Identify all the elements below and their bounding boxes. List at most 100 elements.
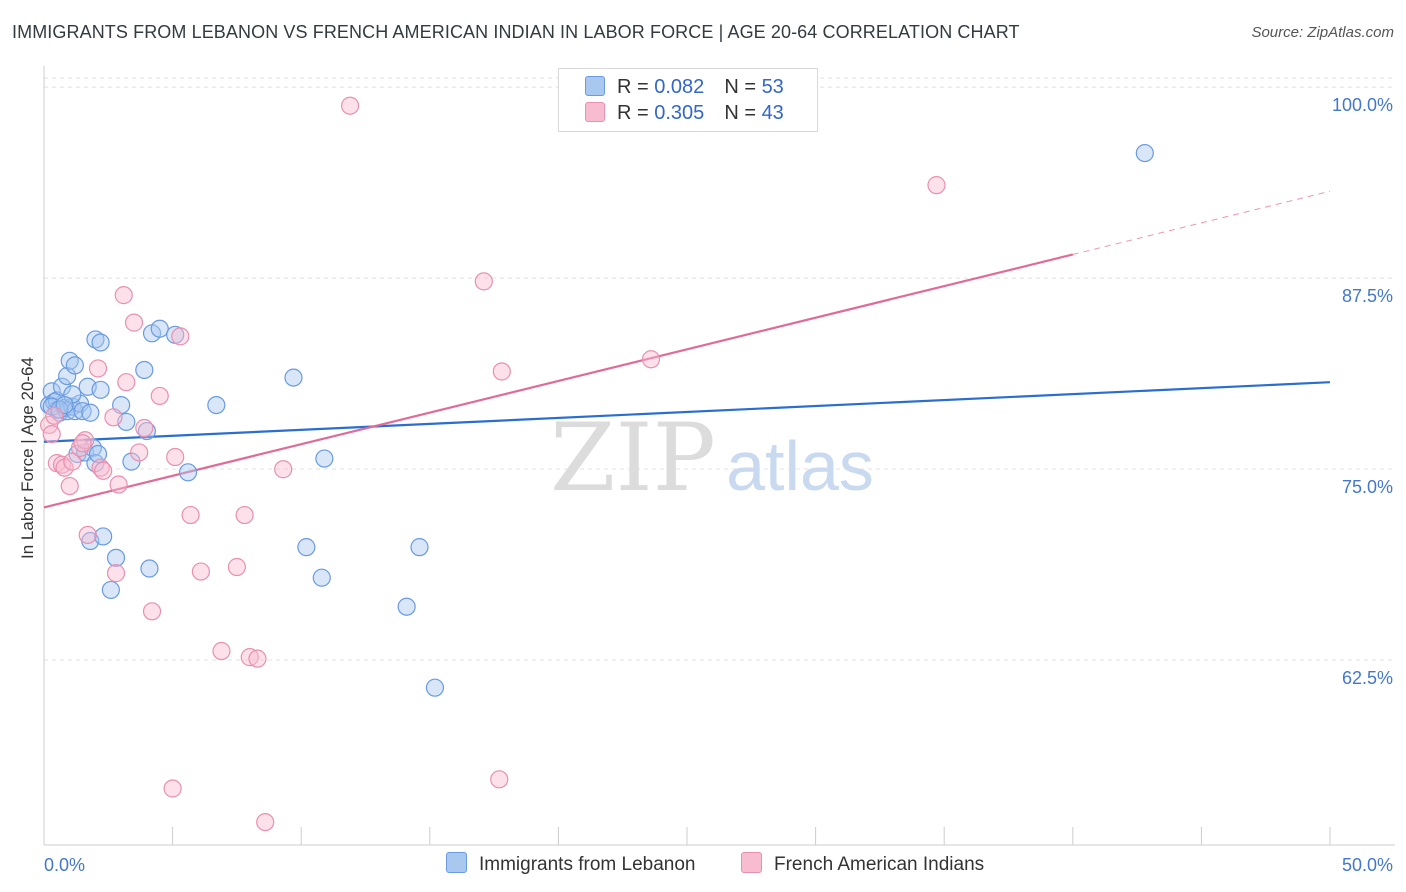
point-french-american-indian bbox=[130, 443, 149, 462]
point-lebanon bbox=[73, 402, 92, 421]
point-lebanon bbox=[88, 444, 108, 464]
point-french-american-indian bbox=[94, 461, 113, 480]
point-french-american-indian bbox=[106, 564, 126, 583]
point-french-american-indian bbox=[240, 648, 259, 667]
point-french-american-indian bbox=[135, 418, 154, 438]
point-french-american-indian bbox=[114, 286, 133, 305]
gridlines bbox=[44, 77, 1395, 661]
point-lebanon bbox=[42, 382, 61, 401]
point-french-american-indian bbox=[78, 525, 97, 545]
axes bbox=[43, 66, 1395, 846]
point-lebanon bbox=[94, 527, 113, 546]
trend-line-0 bbox=[43, 381, 1331, 443]
watermark-atlas: atlas bbox=[726, 427, 874, 505]
point-lebanon bbox=[312, 568, 331, 587]
point-french-american-indian bbox=[117, 373, 136, 392]
point-lebanon bbox=[410, 538, 429, 557]
point-french-american-indian bbox=[641, 350, 661, 369]
point-french-american-indian bbox=[492, 362, 511, 381]
legend-n-value: 43 bbox=[761, 102, 784, 124]
point-lebanon bbox=[81, 403, 100, 422]
bottom-legend-swatch-lebanon bbox=[446, 852, 467, 873]
point-lebanon bbox=[135, 360, 154, 380]
point-french-american-indian bbox=[52, 455, 72, 474]
point-lebanon bbox=[52, 377, 72, 396]
legend-r-value: 0.305 bbox=[654, 102, 705, 124]
point-french-american-indian bbox=[150, 386, 169, 406]
legend-swatch-french-american-indians bbox=[585, 102, 605, 122]
point-french-american-indian bbox=[109, 475, 128, 494]
legend-n-value: 53 bbox=[761, 76, 784, 98]
point-lebanon bbox=[178, 463, 198, 482]
point-french-american-indian bbox=[88, 359, 108, 378]
point-french-american-indian bbox=[171, 327, 190, 346]
trend-line-extension-1 bbox=[1072, 190, 1331, 255]
x-tick-label: 0.0% bbox=[44, 855, 85, 875]
point-french-american-indian bbox=[490, 770, 509, 789]
bottom-legend-swatch-french-american-indians bbox=[741, 852, 762, 873]
point-lebanon bbox=[150, 319, 169, 338]
legend-r-value: 0.082 bbox=[654, 76, 705, 98]
bottom-legend-lebanon: Immigrants from Lebanon bbox=[446, 852, 696, 876]
point-lebanon bbox=[101, 580, 120, 600]
point-lebanon bbox=[207, 395, 226, 415]
point-french-american-indian bbox=[124, 313, 144, 332]
point-french-american-indian bbox=[181, 505, 200, 525]
y-tick-label: 75.0% bbox=[1342, 477, 1393, 497]
point-lebanon bbox=[65, 356, 84, 375]
point-french-american-indian bbox=[256, 812, 275, 832]
chart-title: IMMIGRANTS FROM LEBANON VS FRENCH AMERIC… bbox=[12, 22, 1020, 42]
trend-lines bbox=[43, 190, 1331, 509]
point-french-american-indian bbox=[227, 557, 246, 577]
watermark: ZIP atlas bbox=[550, 404, 874, 513]
point-lebanon bbox=[1135, 143, 1154, 163]
point-lebanon bbox=[284, 368, 303, 387]
legend-n-label: N = bbox=[724, 76, 762, 98]
legend-row-lebanon: R = 0.082 N = 53 bbox=[585, 76, 784, 100]
y-axis-title: In Labor Force | Age 20-64 bbox=[18, 357, 37, 559]
point-french-american-indian bbox=[163, 779, 182, 798]
watermark-zip: ZIP bbox=[550, 404, 716, 513]
point-french-american-indian bbox=[104, 408, 123, 427]
point-french-american-indian bbox=[73, 434, 92, 453]
y-tick-label: 100.0% bbox=[1332, 95, 1393, 115]
point-lebanon bbox=[91, 333, 110, 352]
legend-row-french-american-indians: R = 0.305 N = 43 bbox=[585, 102, 784, 126]
point-lebanon bbox=[86, 330, 105, 349]
bottom-legend-french-american-indians: French American Indians bbox=[741, 852, 984, 876]
point-french-american-indian bbox=[76, 431, 95, 450]
point-french-american-indian bbox=[60, 476, 79, 496]
point-french-american-indian bbox=[340, 96, 360, 115]
point-french-american-indian bbox=[274, 460, 293, 479]
point-lebanon bbox=[122, 452, 141, 471]
trend-line-1 bbox=[43, 253, 1074, 509]
point-french-american-indian bbox=[63, 452, 82, 471]
point-lebanon bbox=[397, 597, 416, 616]
point-french-american-indian bbox=[927, 176, 946, 195]
bottom-legend-label-french-american-indians: French American Indians bbox=[774, 854, 985, 875]
point-french-american-indian bbox=[212, 641, 231, 661]
point-french-american-indian bbox=[142, 602, 162, 621]
point-french-american-indian bbox=[191, 562, 210, 581]
point-french-american-indian bbox=[474, 272, 493, 291]
point-french-american-indian bbox=[45, 406, 64, 425]
point-french-american-indian bbox=[248, 649, 267, 668]
x-tick-label: 50.0% bbox=[1342, 855, 1393, 875]
point-french-american-indian bbox=[235, 505, 254, 525]
point-french-american-indian bbox=[166, 447, 185, 467]
point-lebanon bbox=[91, 380, 110, 399]
point-lebanon bbox=[297, 538, 316, 557]
source-label: Source: ZipAtlas.com bbox=[1251, 24, 1394, 41]
point-lebanon bbox=[106, 548, 126, 567]
y-tick-label: 62.5% bbox=[1342, 668, 1393, 688]
point-lebanon bbox=[137, 421, 156, 441]
point-french-american-indian bbox=[42, 425, 61, 444]
legend-r-label: R = bbox=[617, 102, 655, 124]
tick-labels: 62.5% 75.0% 87.5% 100.0% 0.0% 50.0% bbox=[44, 95, 1393, 875]
point-lebanon bbox=[425, 678, 445, 697]
bottom-legend-label-lebanon: Immigrants from Lebanon bbox=[479, 854, 696, 875]
data-points bbox=[40, 96, 1154, 832]
y-tick-label: 87.5% bbox=[1342, 286, 1393, 306]
legend-swatch-lebanon bbox=[585, 76, 605, 96]
point-lebanon bbox=[315, 449, 334, 468]
